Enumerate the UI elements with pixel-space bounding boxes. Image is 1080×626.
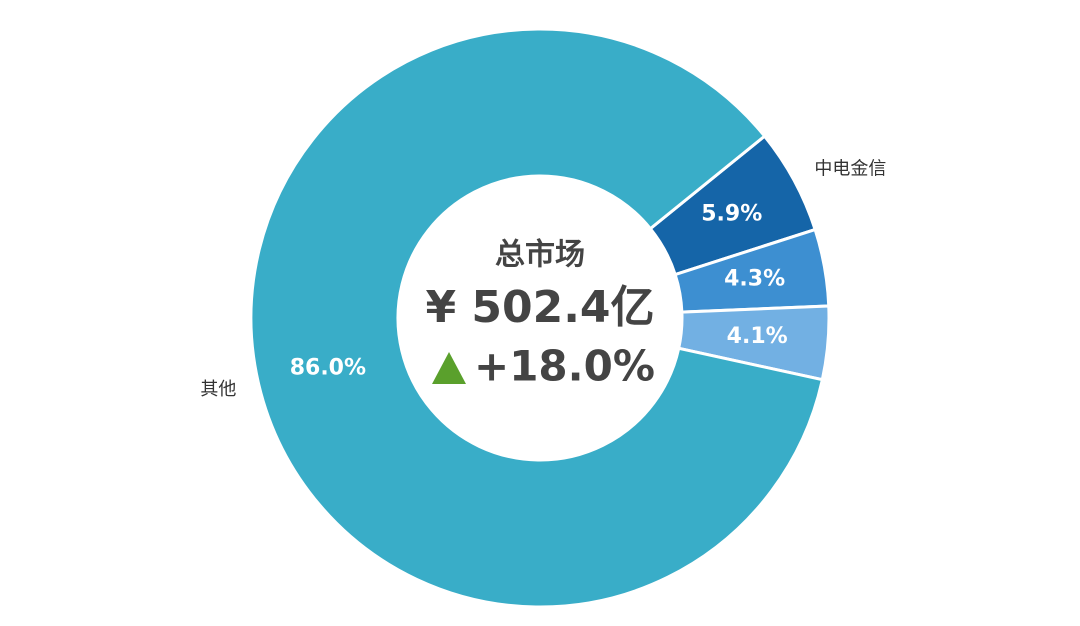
value-label: 86.0% [290,355,366,380]
center-title: 总市场 [495,238,585,273]
value-label: 4.3% [724,267,785,292]
center-change: +18.0% [474,342,655,391]
center-total: ¥ 502.4亿 [425,282,654,333]
category-label: 其他 [200,379,236,400]
donut-slice [249,27,825,609]
category-label: 中电金信 [814,159,886,180]
value-label: 5.9% [701,201,762,226]
up-arrow-icon [432,352,466,384]
value-label: 4.1% [727,324,788,349]
